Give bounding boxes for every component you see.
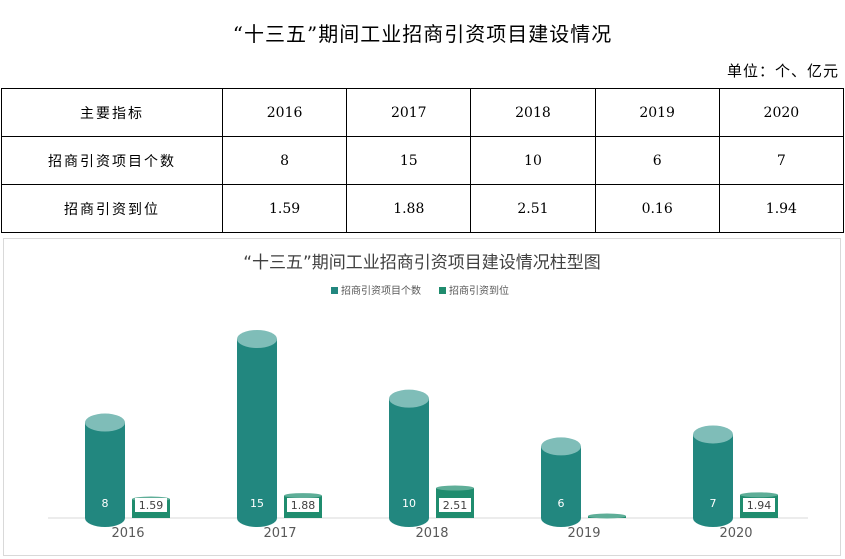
bar-top [588, 513, 626, 519]
table-row-label: 招商引资项目个数 [1, 136, 223, 185]
table-cell: 7 [718, 136, 845, 185]
table-header-cell: 主要指标 [1, 88, 223, 137]
bar-top [693, 425, 733, 444]
x-tick-label: 2019 [567, 526, 600, 541]
bar-base [389, 509, 429, 527]
x-tick-label: 2018 [415, 526, 448, 541]
x-tick-label: 2017 [263, 526, 296, 541]
chart-title: “十三五”期间工业招商引资项目建设情况柱型图 [243, 253, 601, 273]
table-row: 招商引资到位 1.59 1.88 2.51 0.16 1.94 [1, 184, 845, 233]
unit-note: 单位：个、亿元 [726, 62, 839, 80]
table-cell: 1.59 [221, 184, 348, 233]
table-cell: 1.88 [346, 184, 472, 233]
bar-base [237, 509, 277, 527]
table-row: 招商引资项目个数 8 15 10 6 7 [1, 136, 845, 185]
data-label: 10 [402, 497, 416, 510]
data-label: 6 [558, 497, 565, 510]
table-header-cell: 2020 [718, 88, 845, 137]
legend-swatch [331, 287, 338, 294]
data-label-box [439, 498, 471, 512]
bar [541, 446, 581, 518]
bar [693, 434, 733, 518]
data-label: 2.51 [443, 499, 468, 512]
data-label: 7 [710, 497, 717, 510]
bar-base [693, 509, 733, 527]
data-label: 15 [250, 497, 264, 510]
table-cell: 8 [221, 136, 348, 185]
bar-top [85, 413, 125, 432]
data-label: 1.59 [139, 499, 164, 512]
table-header-cell: 2017 [346, 88, 472, 137]
data-table: 主要指标 2016 2017 2018 2019 2020 招商引资项目个数 8… [1, 88, 845, 233]
bar [389, 398, 429, 518]
bar-base [541, 509, 581, 527]
chart-frame: “十三五”期间工业招商引资项目建设情况柱型图招商引资项目个数 招商引资到位 8 1.5… [3, 238, 841, 556]
table-cell: 1.94 [718, 184, 845, 233]
table-cell: 2.51 [470, 184, 596, 233]
legend-swatch [439, 287, 446, 294]
data-label-box [135, 498, 167, 512]
table-cell: 10 [470, 136, 596, 185]
bar-top [284, 493, 322, 499]
data-label-box [743, 498, 775, 512]
bar-top [740, 492, 778, 498]
x-tick-label: 2016 [111, 526, 144, 541]
table-header-cell: 2016 [221, 88, 348, 137]
table-row-label: 招商引资到位 [1, 184, 223, 233]
data-label: 1.94 [747, 499, 772, 512]
x-tick-label: 2020 [719, 526, 752, 541]
table-header-cell: 2019 [594, 88, 720, 137]
legend-label: 招商引资项目个数 [341, 284, 421, 297]
table-cell: 0.16 [594, 184, 720, 233]
bar [85, 422, 125, 518]
bar [237, 339, 277, 518]
table-cell: 15 [346, 136, 472, 185]
bar-top [237, 330, 277, 348]
table-cell: 6 [594, 136, 720, 185]
bar-top [389, 389, 429, 408]
page-title: “十三五”期间工业招商引资项目建设情况 [232, 22, 613, 46]
bar-top [436, 485, 474, 491]
data-label: 1.88 [291, 499, 316, 512]
data-label: 8 [102, 497, 109, 510]
bar-top [541, 437, 581, 456]
data-label-box [287, 498, 319, 512]
legend-label: 招商引资到位 [449, 284, 509, 297]
bar-base [85, 509, 125, 527]
table-header-row: 主要指标 2016 2017 2018 2019 2020 [1, 88, 845, 137]
table-header-cell: 2018 [470, 88, 596, 137]
